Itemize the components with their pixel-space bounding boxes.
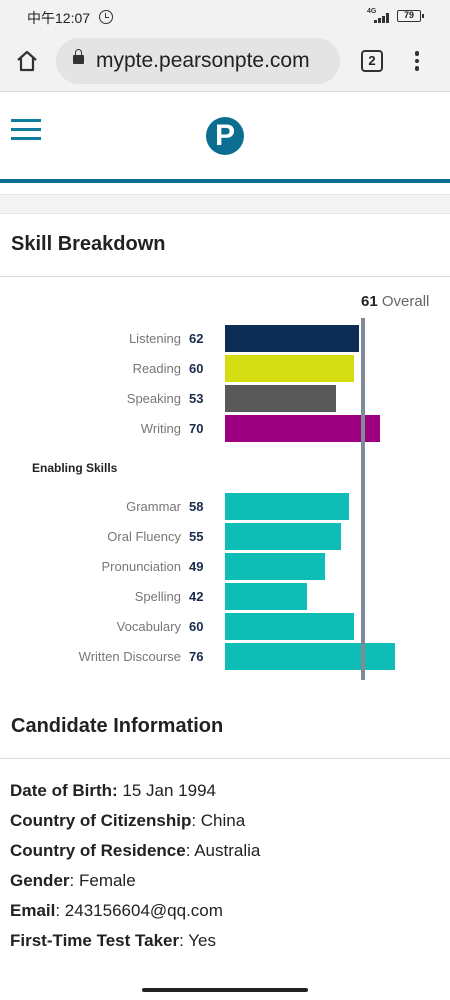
skill-bar (225, 643, 395, 670)
skill-score: 60 (189, 361, 204, 376)
skill-score: 55 (189, 529, 204, 544)
skill-label: Grammar (126, 499, 181, 514)
info-line: First-Time Test Taker: Yes (10, 931, 216, 951)
signal-icon (374, 13, 390, 23)
section-divider (0, 276, 450, 277)
skill-score: 62 (189, 331, 204, 346)
info-line: Country of Citizenship: China (10, 811, 245, 831)
enabling-skills-title: Enabling Skills (32, 461, 118, 475)
skill-label: Writing (140, 421, 181, 436)
status-bar: 中午12:07 4G 79 (0, 0, 450, 32)
info-label: Email (10, 901, 56, 920)
skill-bar (225, 553, 325, 580)
browser-toolbar: mypte.pearsonpte.com 2 (0, 32, 450, 92)
skill-bar (225, 385, 336, 412)
skill-bar (225, 613, 354, 640)
info-label: Date of Birth: (10, 781, 118, 800)
candidate-info-title: Candidate Information (11, 715, 224, 737)
battery-icon: 79 (397, 10, 424, 22)
overall-label-text: Overall (381, 293, 430, 310)
skill-bar (225, 415, 380, 442)
info-value: 15 Jan 1994 (117, 781, 216, 800)
skill-score: 42 (189, 589, 204, 604)
skill-breakdown-title: Skill Breakdown (11, 233, 166, 255)
hamburger-icon[interactable] (11, 119, 41, 141)
skill-bar (225, 493, 349, 520)
skill-label: Written Discourse (78, 649, 181, 664)
skill-bar (225, 355, 354, 382)
gray-band (0, 194, 450, 214)
info-label: Country of Residence (10, 841, 186, 860)
header-divider (0, 179, 450, 183)
skill-bar (225, 523, 341, 550)
skill-label: Reading (132, 361, 181, 376)
home-indicator[interactable] (142, 988, 308, 992)
skill-label: Oral Fluency (107, 529, 181, 544)
skill-score: 60 (189, 619, 204, 634)
info-value: : Australia (185, 841, 261, 860)
info-value: : 243156604@qq.com (55, 901, 223, 920)
info-label: First-Time Test Taker (10, 931, 180, 950)
skill-label: Spelling (134, 589, 181, 604)
pearson-logo[interactable]: P (206, 117, 244, 155)
tabs-icon[interactable]: 2 (361, 50, 383, 72)
lock-icon (73, 49, 84, 64)
info-label: Gender (10, 871, 70, 890)
skill-label: Speaking (126, 391, 181, 406)
skill-bar (225, 325, 359, 352)
skill-score: 49 (189, 559, 204, 574)
section-divider (0, 758, 450, 759)
menu-dots-icon[interactable] (414, 51, 420, 71)
network-type: 4G (367, 8, 377, 15)
info-value: : China (191, 811, 246, 830)
info-value: : Yes (179, 931, 216, 950)
alarm-icon (99, 10, 113, 24)
overall-score-label: 61 Overall (361, 293, 429, 310)
skill-label: Vocabulary (116, 619, 181, 634)
skill-label: Listening (128, 331, 181, 346)
info-line: Country of Residence: Australia (10, 841, 260, 861)
home-icon[interactable] (16, 50, 38, 72)
url-text: mypte.pearsonpte.com (96, 49, 310, 72)
overall-score: 61 (361, 293, 378, 310)
info-label: Country of Citizenship (10, 811, 192, 830)
skill-score: 76 (189, 649, 204, 664)
skill-label: Pronunciation (101, 559, 182, 574)
skill-score: 53 (189, 391, 204, 406)
info-line: Email: 243156604@qq.com (10, 901, 223, 921)
status-time: 中午12:07 (27, 10, 91, 26)
address-bar[interactable]: mypte.pearsonpte.com (56, 38, 340, 84)
skill-score: 58 (189, 499, 204, 514)
info-line: Gender: Female (10, 871, 136, 891)
info-line: Date of Birth: 15 Jan 1994 (10, 781, 216, 801)
info-value: : Female (69, 871, 136, 890)
skill-score: 70 (189, 421, 204, 436)
app-header: P (0, 93, 450, 179)
skill-bar (225, 583, 307, 610)
overall-marker-line (361, 318, 365, 680)
